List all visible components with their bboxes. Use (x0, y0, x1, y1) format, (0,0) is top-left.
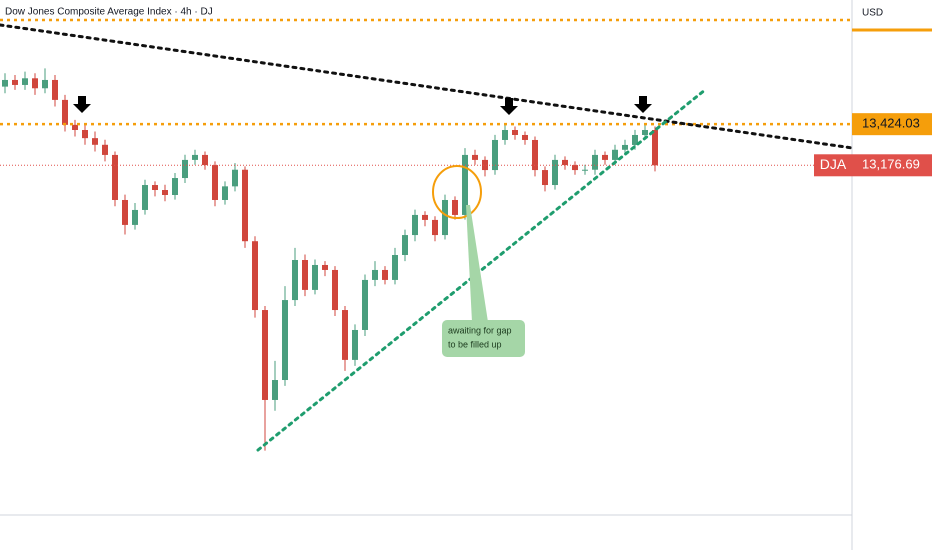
candle-body (312, 264, 318, 290)
callout-box (442, 320, 525, 357)
candle-body (572, 165, 578, 171)
candle-body (72, 124, 78, 130)
trend-line (256, 88, 707, 452)
candle-body (142, 185, 148, 210)
candle-body (242, 169, 248, 242)
candle-body (492, 139, 498, 171)
candle-body (62, 99, 68, 125)
candle-body (302, 259, 308, 290)
candle-body (552, 159, 558, 186)
candle-body (372, 269, 378, 280)
callout-text: to be filled up (448, 339, 502, 349)
candle-body (612, 149, 618, 160)
candle-body (532, 139, 538, 171)
candle-body (482, 159, 488, 171)
candle-body (522, 134, 528, 140)
candle-body (382, 269, 388, 280)
chart-title: Dow Jones Composite Average Index · 4h ·… (5, 7, 213, 18)
candle-body (322, 264, 328, 270)
candle-body (162, 190, 168, 195)
candle-body (512, 129, 518, 135)
last-name-box (814, 154, 852, 177)
gap-circle (432, 165, 482, 219)
candle-body (202, 154, 208, 166)
candle-body (172, 178, 178, 195)
candle-body (272, 380, 278, 400)
candle-body (452, 199, 458, 215)
last-price-box (852, 154, 932, 177)
candle-body (352, 329, 358, 360)
candle-body (292, 259, 298, 301)
callout-text: awaiting for gap (448, 325, 512, 335)
candle-body (502, 129, 508, 140)
arrow (500, 98, 518, 115)
candle-body (252, 241, 258, 311)
candle-body (462, 154, 468, 215)
candle-body (642, 129, 648, 135)
candle-body (472, 154, 478, 160)
candle-body (102, 144, 108, 155)
candle-body (632, 134, 638, 145)
candle-body (332, 269, 338, 311)
candle-body (82, 129, 88, 139)
candle-body (52, 79, 58, 100)
candle-body (262, 310, 268, 400)
candle-body (152, 185, 158, 191)
arrow (634, 96, 652, 113)
candle-body (12, 79, 18, 85)
candle-body (42, 79, 48, 89)
candle-body (122, 199, 128, 225)
candle-body (602, 154, 608, 160)
candle-body (342, 310, 348, 360)
candle-body (392, 255, 398, 280)
candle-body (422, 214, 428, 220)
level-label: 13,424.03 (862, 116, 920, 131)
level-label-box (852, 113, 932, 136)
candle-body (112, 154, 118, 200)
candle-body (192, 154, 198, 160)
candle-body (22, 78, 28, 85)
candle-body (652, 129, 658, 166)
candle-body (222, 186, 228, 200)
candle-body (582, 169, 588, 171)
candle-body (212, 165, 218, 200)
candle-body (432, 219, 438, 236)
candle-body (592, 154, 598, 170)
last-price-label: 13,176.69 (862, 157, 920, 172)
candle-body (442, 199, 448, 236)
arrow (73, 96, 91, 113)
candle-body (412, 214, 418, 236)
candle-body (32, 78, 38, 89)
callout-pointer (466, 205, 488, 322)
last-name: DJA (820, 156, 847, 172)
candle-body (92, 138, 98, 145)
candle-body (562, 159, 568, 166)
candle-body (182, 159, 188, 179)
candle-body (2, 79, 8, 87)
candle-body (542, 170, 548, 186)
currency-label: USD (862, 8, 883, 19)
candle-body (132, 209, 138, 225)
candle-body (622, 144, 628, 150)
trend-line (0, 23, 854, 150)
candle-body (402, 235, 408, 256)
candle-body (282, 300, 288, 381)
candle-body (232, 169, 238, 187)
candle-body (362, 279, 368, 330)
